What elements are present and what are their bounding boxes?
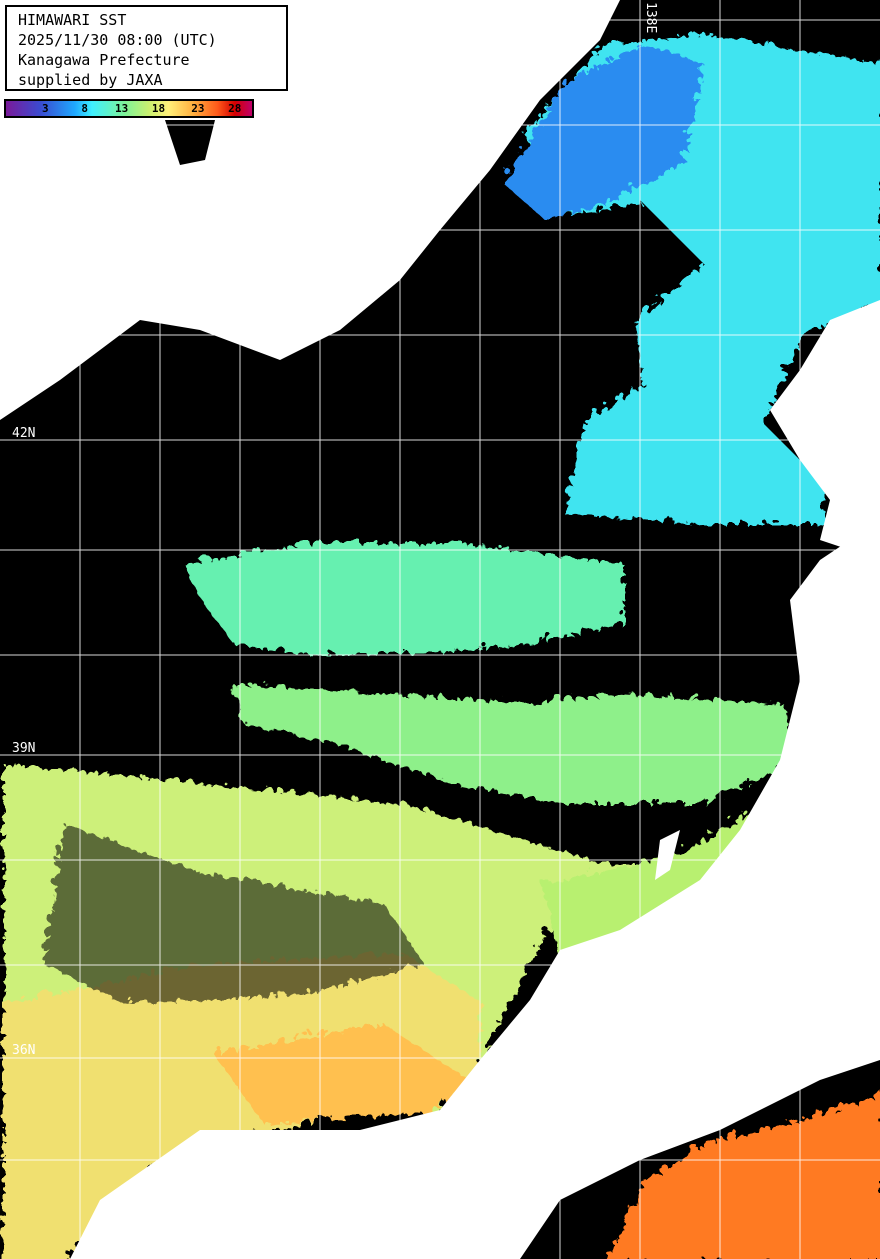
colorbar-tick: 8 (81, 102, 89, 115)
colorbar-tick: 18 (151, 102, 166, 115)
sst-hot-east (600, 1090, 880, 1259)
land-honshu (70, 520, 880, 1259)
legend-box: HIMAWARI SST 2025/11/30 08:00 (UTC) Kana… (5, 5, 288, 91)
lat-label-39n: 39N (12, 741, 36, 756)
land-hokkaido (770, 300, 880, 560)
legend-credit: supplied by JAXA (18, 71, 163, 89)
lat-label-36n: 36N (12, 1043, 36, 1058)
legend-region: Kanagawa Prefecture (18, 51, 190, 69)
sst-nodata-patches (40, 820, 420, 1000)
colorbar-tick: 3 (42, 102, 49, 115)
lon-label-138e: 138E (643, 2, 658, 34)
colorbar-tick: 28 (228, 102, 242, 115)
sst-hot-south (210, 1020, 470, 1120)
land-top-island (165, 120, 215, 165)
sst-east-coast-band (540, 800, 760, 980)
lat-label-42n: 42N (12, 426, 36, 441)
colorbar-tick: 13 (114, 102, 129, 115)
land-sado-island (655, 830, 680, 880)
legend-title: HIMAWARI SST (18, 11, 127, 29)
sst-very-cold-region (500, 40, 700, 215)
colorbar: 3 8 13 18 23 28 (4, 99, 254, 118)
colorbar-tick: 23 (191, 102, 205, 115)
sst-mid-band (230, 680, 790, 800)
legend-datetime: 2025/11/30 08:00 (UTC) (18, 31, 217, 49)
